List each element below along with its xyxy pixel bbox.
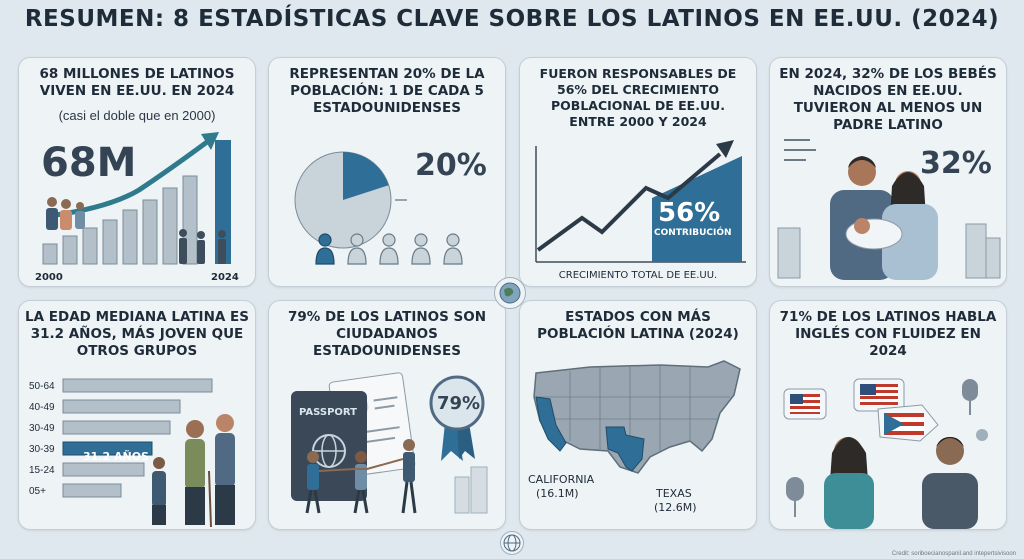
- growth-contribution-chart: [535, 140, 746, 263]
- population-growth-chart: [42, 132, 231, 265]
- age-bar-label: 05+: [29, 486, 46, 497]
- card-growth: FUERON RESPONSABLES DE 56% DEL CRECIMIEN…: [519, 57, 757, 287]
- card-states-title: ESTADOS CON MÁS POBLACIÓN LATINA (2024): [537, 309, 739, 342]
- card-citizens-big: 79%: [437, 393, 481, 414]
- card-births: EN 2024, 32% DE LOS BEBÉS NACIDOS EN EE.…: [769, 57, 1007, 287]
- card-population-big: 68M: [41, 140, 137, 186]
- age-bar: [62, 441, 153, 456]
- card-growth-footer: CRECIMIENTO TOTAL DE EE.UU.: [558, 270, 718, 281]
- age-bar-label: 30-39: [29, 444, 55, 455]
- age-bar: [62, 462, 145, 477]
- card-growth-title: FUERON RESPONSABLES DE 56% DEL CRECIMIEN…: [539, 66, 737, 129]
- card-share-big: 20%: [415, 148, 487, 183]
- family-illustration: [777, 139, 1001, 280]
- card-population-subtitle: (casi el doble que en 2000): [58, 108, 216, 123]
- globe-icon: [500, 531, 524, 555]
- passport-label: PASSPORT: [299, 407, 358, 418]
- age-highlight-label: 31.2 AÑOS: [83, 450, 149, 463]
- citizenship-illustration: [291, 372, 488, 514]
- state2-name: TEXAS: [656, 487, 692, 500]
- axis-end-label: 2024: [211, 272, 239, 283]
- state1-value: (16.1M): [536, 487, 579, 500]
- flag-us-icon: [783, 388, 827, 420]
- card-births-title: EN 2024, 32% DE LOS BEBÉS NACIDOS EN EE.…: [779, 66, 997, 133]
- globe-icon: [494, 277, 526, 309]
- card-population: 68 MILLONES DE LATINOS VIVEN EN EE.UU. E…: [18, 57, 256, 287]
- card-share: REPRESENTAN 20% DE LA POBLACIÓN: 1 DE CA…: [268, 57, 506, 287]
- card-share-title: REPRESENTAN 20% DE LA POBLACIÓN: 1 DE CA…: [289, 66, 485, 116]
- card-births-big: 32%: [920, 146, 992, 181]
- award-badge-icon: [429, 375, 485, 461]
- card-english: 71% DE LOS LATINOS HABLA INGLÉS CON FLUI…: [769, 300, 1007, 530]
- card-growth-big-label: CONTRIBUCIÓN: [654, 228, 732, 238]
- card-states: ESTADOS CON MÁS POBLACIÓN LATINA (2024) …: [519, 300, 757, 530]
- people-icon: [46, 197, 85, 230]
- trend-arrow-icon: [716, 140, 734, 158]
- pie-slice-latino: [343, 152, 389, 200]
- us-map: [533, 360, 741, 474]
- share-pie-chart: [294, 151, 463, 265]
- card-age: LA EDAD MEDIANA LATINA ES 31.2 AÑOS, MÁS…: [18, 300, 256, 530]
- microphone-icon: [786, 379, 978, 517]
- conversation-illustration: [783, 378, 988, 529]
- card-citizens: 79% DE LOS LATINOS SON CIUDADANOS ESTADO…: [268, 300, 506, 530]
- state1-name: CALIFORNIA: [528, 473, 595, 486]
- age-bar: [62, 399, 181, 414]
- card-growth-big: 56%: [658, 198, 721, 228]
- age-bar-chart: 50-64 40-49 30-49 30-39 15-24 05+: [29, 378, 235, 528]
- flag-us-icon: [853, 378, 905, 412]
- age-bar: [62, 420, 171, 435]
- axis-start-label: 2000: [35, 272, 63, 283]
- age-bar-label: 50-64: [29, 381, 55, 392]
- page-title: RESUMEN: 8 ESTADÍSTICAS CLAVE SOBRE LOS …: [24, 6, 1000, 32]
- age-bar: [62, 483, 122, 498]
- trend-arrow-icon: [201, 132, 219, 150]
- age-bar-label: 15-24: [29, 465, 55, 476]
- california-shape: [535, 396, 567, 452]
- card-citizens-title: 79% DE LOS LATINOS SON CIUDADANOS ESTADO…: [287, 309, 487, 359]
- age-bar-label: 30-49: [29, 423, 55, 434]
- credit-text: Credit: soriboecianospanil.and inteperts…: [891, 551, 1016, 557]
- flag-pr-icon: [877, 404, 939, 442]
- card-english-title: 71% DE LOS LATINOS HABLA INGLÉS CON FLUI…: [779, 309, 997, 359]
- card-population-title: 68 MILLONES DE LATINOS VIVEN EN EE.UU. E…: [39, 66, 235, 99]
- texas-shape: [605, 426, 645, 472]
- age-bar-label: 40-49: [29, 402, 55, 413]
- age-bar: [62, 378, 213, 393]
- card-age-title: LA EDAD MEDIANA LATINA ES 31.2 AÑOS, MÁS…: [25, 309, 249, 359]
- elderly-family-illustration: [152, 414, 235, 528]
- state2-value: (12.6M): [654, 501, 697, 514]
